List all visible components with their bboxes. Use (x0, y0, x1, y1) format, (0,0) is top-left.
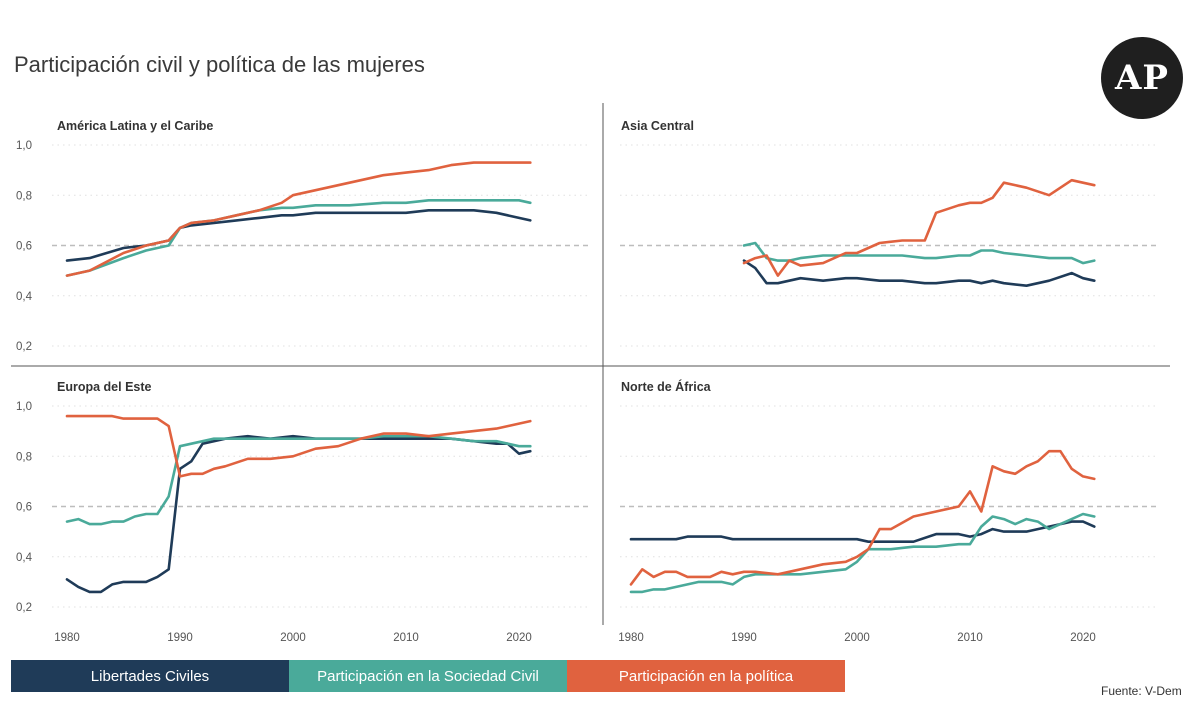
y-tick-label: 1,0 (16, 140, 32, 152)
x-tick-label: 1980 (54, 632, 80, 644)
legend-item-sociedad-civil: Participación en la Sociedad Civil (289, 660, 567, 692)
y-tick-label: 1,0 (16, 401, 32, 413)
series-line-politica (742, 178, 1096, 277)
source-note: Fuente: V-Dem (1101, 684, 1182, 698)
legend-item-libertades-civiles: Libertades Civiles (11, 660, 289, 692)
y-tick-label: 0,6 (16, 502, 32, 514)
series-line-sociedad-civil (65, 199, 532, 277)
x-tick-label: 2020 (506, 632, 532, 644)
series-line-libertades-civiles (742, 259, 1096, 288)
panel-title: Europa del Este (57, 380, 152, 394)
y-tick-label: 0,8 (16, 190, 32, 202)
panel-title: América Latina y el Caribe (57, 119, 213, 133)
x-tick-label: 2000 (844, 632, 870, 644)
series-line-politica (65, 161, 532, 277)
x-tick-label: 1990 (167, 632, 193, 644)
series-line-sociedad-civil (742, 241, 1096, 265)
panel-title: Norte de África (621, 379, 712, 394)
legend-item-politica: Participación en la política (567, 660, 845, 692)
x-tick-label: 2010 (393, 632, 419, 644)
y-tick-label: 0,4 (16, 552, 33, 564)
x-tick-label: 1990 (731, 632, 757, 644)
x-tick-label: 2020 (1070, 632, 1096, 644)
x-tick-label: 2010 (957, 632, 983, 644)
series-line-sociedad-civil (65, 434, 532, 526)
series-line-politica (65, 414, 532, 478)
series-line-libertades-civiles (629, 520, 1096, 544)
legend: Libertades Civiles Participación en la S… (11, 660, 845, 692)
x-tick-label: 1980 (618, 632, 644, 644)
y-tick-label: 0,2 (16, 341, 32, 353)
x-tick-label: 2000 (280, 632, 306, 644)
y-tick-label: 0,6 (16, 241, 32, 253)
ap-logo: AP (1101, 37, 1183, 119)
y-tick-label: 0,8 (16, 451, 32, 463)
y-tick-label: 0,2 (16, 602, 32, 614)
y-tick-label: 0,4 (16, 291, 33, 303)
chart-title: Participación civil y política de las mu… (14, 52, 425, 77)
panel-title: Asia Central (621, 119, 694, 133)
series-line-politica (629, 449, 1096, 586)
series-line-libertades-civiles (65, 434, 532, 594)
